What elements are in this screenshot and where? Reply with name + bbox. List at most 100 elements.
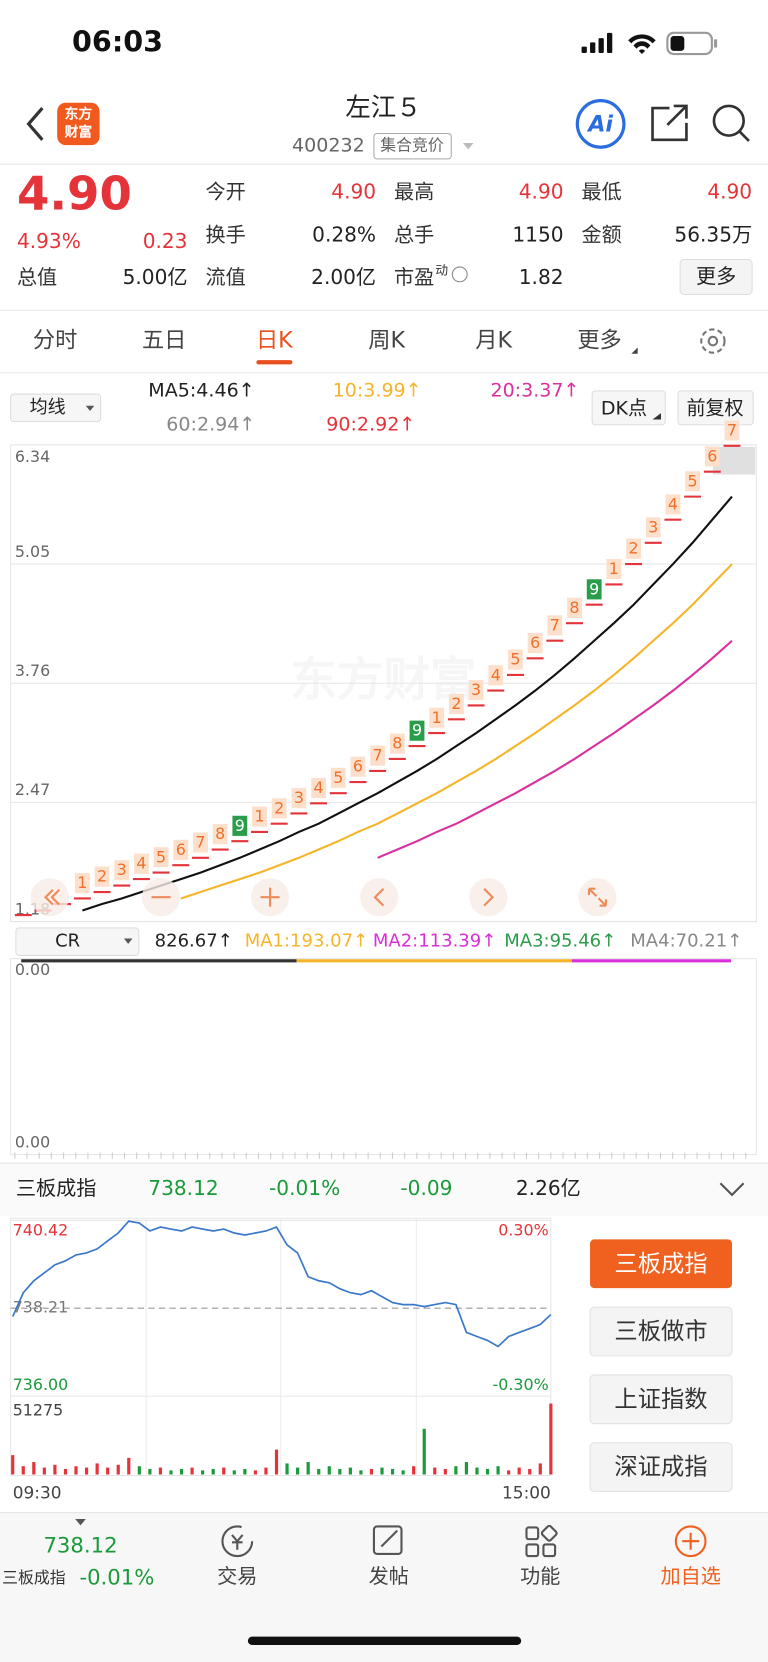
ma-line (377, 639, 733, 859)
cr-selector[interactable] (15, 927, 140, 956)
index-button-label[interactable]: 三板做市 (614, 1318, 707, 1345)
index-name: 三板成指 (16, 1176, 96, 1200)
nav-index-price: 738.12 (43, 1533, 117, 1558)
cr-axis-label: 0.00 (15, 1132, 50, 1151)
stock-tag: 集合竞价 (380, 136, 444, 155)
field-label: 今开 (206, 179, 246, 203)
td-label: 3 (648, 517, 658, 536)
nav-item[interactable]: 加自选 (660, 1564, 720, 1588)
pct-label: -0.30% (493, 1375, 549, 1394)
index-button-label[interactable]: 三板成指 (614, 1250, 707, 1277)
td-label: 2 (629, 539, 639, 558)
ma-selector[interactable] (10, 393, 102, 423)
td-label: 6 (530, 633, 540, 652)
field-label: 总值 (17, 265, 57, 289)
field-value: 4.90 (707, 179, 752, 203)
cr-legend: MA4:70.21↑ (630, 931, 742, 952)
volume-bar (222, 1467, 226, 1475)
tab[interactable]: 分时 (33, 328, 77, 354)
volume-bar (148, 1468, 152, 1475)
prev-button[interactable] (373, 887, 385, 907)
next-button[interactable] (483, 887, 495, 907)
volume-bar (21, 1466, 25, 1475)
volume-bar (274, 1449, 279, 1475)
volume-bar (232, 1470, 236, 1475)
td-badge (606, 558, 622, 580)
scroll-left-button[interactable] (44, 889, 61, 906)
td-label: 2 (451, 694, 461, 713)
chart-controls (30, 878, 617, 917)
share-button[interactable] (651, 104, 688, 142)
ai-label[interactable]: Ai (586, 111, 613, 137)
volume-bar (179, 1468, 184, 1475)
dk-button[interactable] (591, 390, 666, 426)
adjust-button[interactable] (677, 390, 754, 426)
tab[interactable]: 更多 (577, 328, 621, 354)
volume-bar (32, 1462, 36, 1475)
tab[interactable]: 月K (475, 328, 513, 354)
cr-selector-label[interactable]: CR (55, 931, 80, 952)
stock-code: 400232 (292, 135, 365, 157)
tag-box (373, 132, 452, 160)
zoom-in-button[interactable] (260, 887, 280, 907)
td-label: 5 (333, 768, 343, 787)
index-button-label[interactable]: 上证指数 (614, 1386, 707, 1413)
fullscreen-button[interactable] (587, 887, 607, 907)
dk-label[interactable]: DK点 (601, 397, 647, 419)
index-button[interactable] (589, 1442, 733, 1492)
volume-bar (401, 1470, 405, 1475)
tab[interactable]: 五日 (142, 328, 186, 354)
y-tick-label: 6.34 (15, 447, 50, 466)
ma-selector-label[interactable]: 均线 (30, 397, 66, 418)
td-badge (74, 873, 90, 894)
more-label[interactable]: 更多 (696, 264, 736, 288)
adjust-label[interactable]: 前复权 (686, 397, 743, 419)
volume-bar (169, 1470, 173, 1475)
volume-bar (412, 1466, 416, 1475)
nav-item[interactable]: 交易 (217, 1564, 257, 1588)
ai-button[interactable] (575, 99, 626, 149)
home-indicator (247, 1636, 522, 1646)
y-tick-label: 736.00 (13, 1375, 69, 1394)
volume-bar (253, 1470, 257, 1475)
status-icons (581, 31, 718, 56)
change-pct: 4.93% (17, 229, 81, 253)
tab[interactable]: 周K (368, 328, 406, 354)
time-ruler (14, 1152, 747, 1159)
td-badge (94, 866, 110, 887)
volume-bar (264, 1467, 268, 1475)
quote-panel: 4.90 4.93% 0.23 今开 4.90 最高 4.90 最低 4.90 换手 0.28% 总手… (17, 167, 752, 290)
more-button[interactable] (679, 258, 753, 296)
td-badge (252, 806, 267, 827)
search-button[interactable] (712, 104, 750, 142)
nav-item[interactable]: 功能 (520, 1564, 560, 1588)
index-button[interactable] (589, 1374, 733, 1425)
tab[interactable]: 日K (256, 328, 294, 354)
td-label: 3 (294, 788, 304, 807)
td-badge (271, 798, 287, 819)
index-change: -0.09 (400, 1176, 452, 1200)
back-button[interactable] (26, 107, 44, 141)
selector-arrow (85, 405, 95, 411)
td-label: 5 (510, 650, 520, 669)
index-summary: 三板成指 738.12 -0.01% -0.09 2.26亿 (16, 1176, 581, 1200)
change: 0.23 (143, 229, 188, 253)
index-button[interactable] (589, 1306, 733, 1357)
ma-legend: 20:3.37↑ (490, 379, 579, 401)
volume-bar (296, 1467, 300, 1475)
nav-item[interactable]: 发帖 (369, 1564, 409, 1588)
intraday-chart: 736.00 738.21 740.42 -0.30% 0.30% 51275 09:30 1… (10, 1219, 553, 1503)
index-button[interactable] (590, 1239, 732, 1289)
index-button-label[interactable]: 深证成指 (614, 1454, 707, 1481)
collapse-button[interactable] (719, 1182, 745, 1197)
volume-bar (348, 1467, 352, 1475)
td-label: 8 (392, 734, 402, 753)
settings-button[interactable] (700, 328, 726, 354)
td-badge (409, 720, 425, 741)
volume-bar (127, 1457, 131, 1475)
td-badge (429, 707, 445, 728)
volume-bar (538, 1463, 542, 1475)
app-logo (57, 102, 100, 146)
index-change-pct: -0.01% (269, 1176, 340, 1200)
